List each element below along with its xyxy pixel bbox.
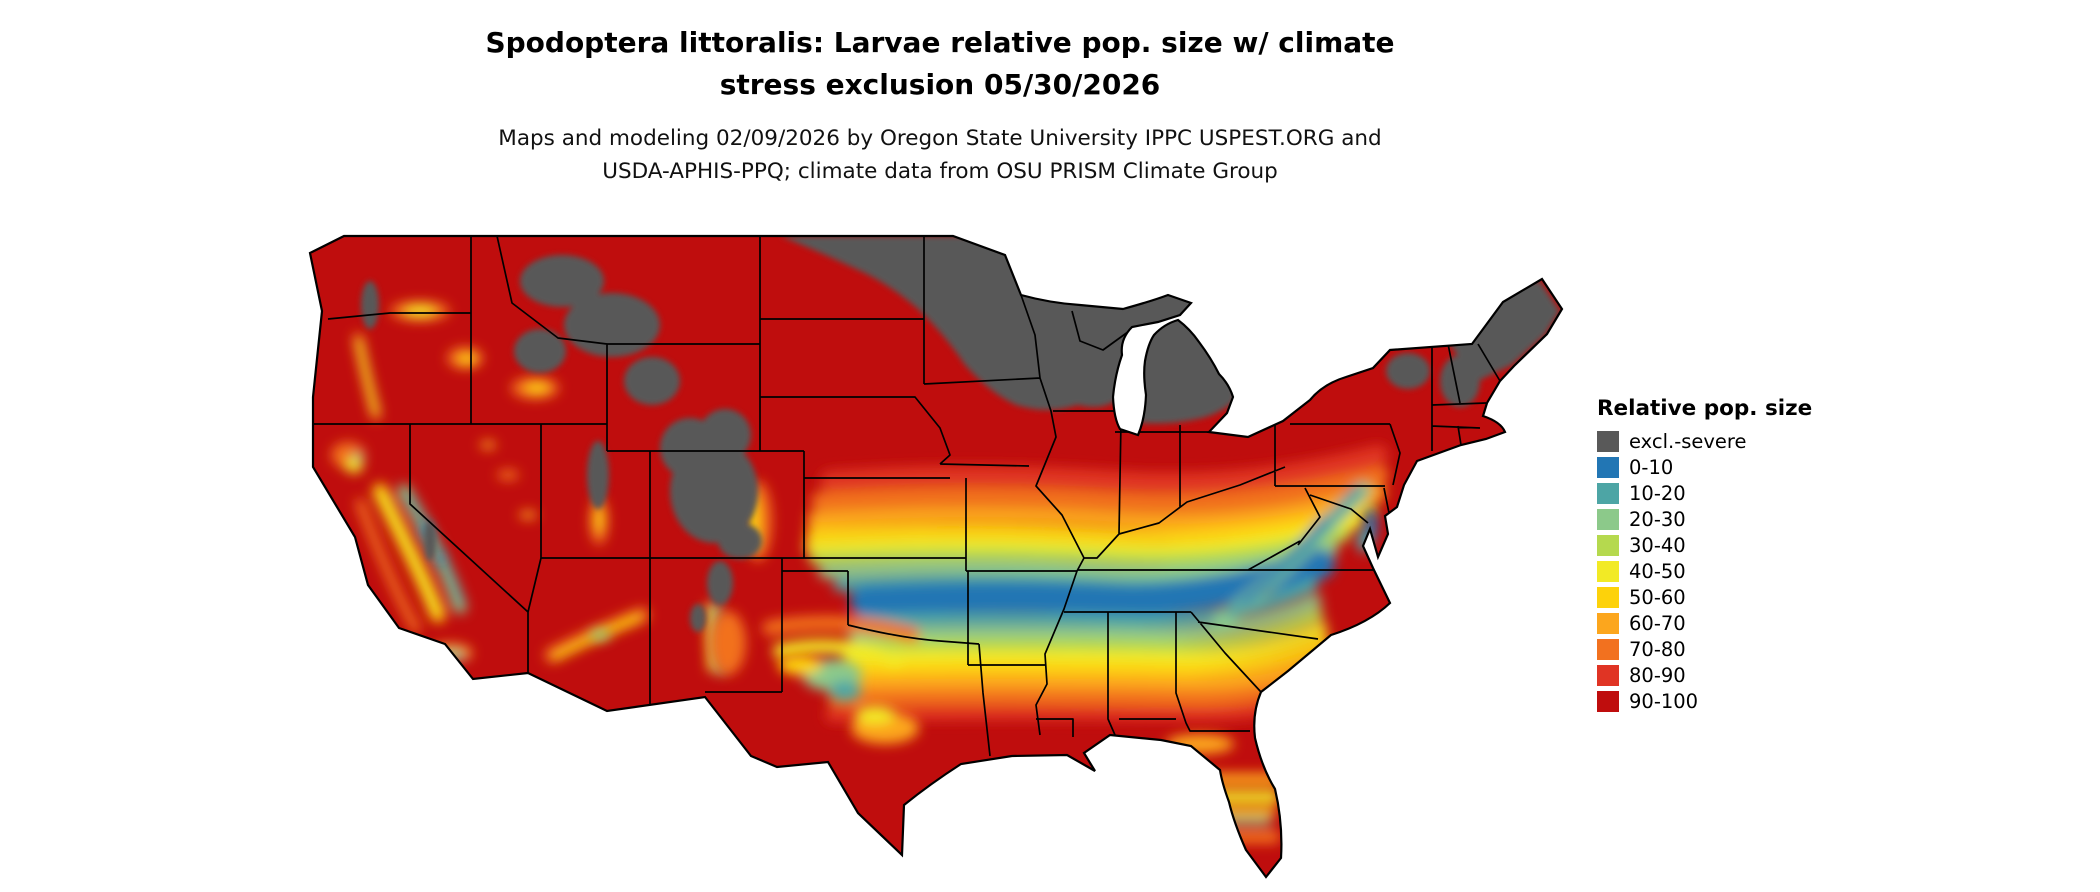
legend-row: 0-10 [1597,457,1897,478]
legend-label: 60-70 [1629,612,1686,635]
us-map-container [300,222,1570,892]
legend-swatch [1597,535,1619,556]
legend-swatch [1597,431,1619,452]
map-title-line2: stress exclusion 05/30/2026 [719,68,1161,101]
legend-swatch [1597,483,1619,504]
map-subtitle-line2: USDA-APHIS-PPQ; climate data from OSU PR… [602,159,1278,185]
legend: Relative pop. size excl.-severe 0-10 10-… [1597,396,1897,717]
legend-title: Relative pop. size [1597,396,1813,421]
legend-swatch [1597,639,1619,660]
legend-label: 0-10 [1629,456,1674,479]
map-title-line1: Spodoptera littoralis: Larvae relative p… [485,26,1395,59]
legend-row: 40-50 [1597,561,1897,582]
legend-items: excl.-severe 0-10 10-20 20-30 30-40 40-5… [1597,431,1897,712]
map-title: Spodoptera littoralis: Larvae relative p… [0,22,1880,106]
legend-swatch [1597,613,1619,634]
legend-row: 20-30 [1597,509,1897,530]
legend-row: excl.-severe [1597,431,1897,452]
legend-row: 80-90 [1597,665,1897,686]
map-header: Spodoptera littoralis: Larvae relative p… [0,22,1880,189]
map-subtitle-line1: Maps and modeling 02/09/2026 by Oregon S… [498,126,1382,151]
legend-swatch [1597,509,1619,530]
legend-label: excl.-severe [1629,430,1747,453]
legend-row: 10-20 [1597,483,1897,504]
map-subtitle: Maps and modeling 02/09/2026 by Oregon S… [0,122,1880,189]
legend-label: 10-20 [1629,482,1686,505]
legend-row: 30-40 [1597,535,1897,556]
legend-swatch [1597,665,1619,686]
legend-swatch [1597,561,1619,582]
legend-label: 20-30 [1629,508,1686,531]
legend-row: 90-100 [1597,691,1897,712]
legend-swatch [1597,457,1619,478]
legend-row: 50-60 [1597,587,1897,608]
legend-label: 50-60 [1629,586,1686,609]
legend-swatch [1597,587,1619,608]
legend-label: 70-80 [1629,638,1686,661]
legend-label: 90-100 [1629,690,1699,713]
state-borders [313,236,1501,757]
legend-row: 60-70 [1597,613,1897,634]
legend-row: 70-80 [1597,639,1897,660]
legend-label: 30-40 [1629,534,1686,557]
legend-label: 80-90 [1629,664,1686,687]
legend-label: 40-50 [1629,560,1686,583]
us-map-svg [308,234,1564,879]
legend-swatch [1597,691,1619,712]
